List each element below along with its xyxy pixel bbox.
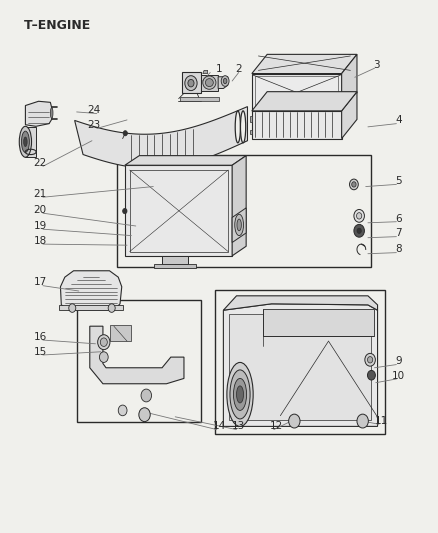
Text: 4: 4 xyxy=(395,116,402,125)
Ellipse shape xyxy=(24,137,27,147)
Ellipse shape xyxy=(235,111,240,143)
Text: 8: 8 xyxy=(395,245,402,254)
Ellipse shape xyxy=(188,79,194,87)
Polygon shape xyxy=(250,130,252,134)
Polygon shape xyxy=(252,54,357,74)
Polygon shape xyxy=(201,75,218,91)
Polygon shape xyxy=(252,111,342,139)
Polygon shape xyxy=(60,271,122,310)
Ellipse shape xyxy=(19,126,32,157)
Circle shape xyxy=(118,405,127,416)
Circle shape xyxy=(367,370,375,380)
Bar xyxy=(255,76,338,109)
Circle shape xyxy=(354,209,364,222)
Text: 15: 15 xyxy=(34,347,47,357)
Text: 10: 10 xyxy=(392,371,405,381)
Polygon shape xyxy=(250,116,252,122)
Ellipse shape xyxy=(237,219,241,231)
Text: 22: 22 xyxy=(34,158,47,168)
Text: 19: 19 xyxy=(34,221,47,231)
Bar xyxy=(215,290,385,434)
Text: 16: 16 xyxy=(34,332,47,342)
Polygon shape xyxy=(180,97,219,101)
Polygon shape xyxy=(223,296,378,310)
Circle shape xyxy=(365,353,375,366)
Circle shape xyxy=(108,304,115,312)
Text: T–ENGINE: T–ENGINE xyxy=(24,19,92,32)
Text: 21: 21 xyxy=(34,189,47,199)
Text: 5: 5 xyxy=(395,176,402,186)
Circle shape xyxy=(354,224,364,237)
Polygon shape xyxy=(252,74,342,112)
Polygon shape xyxy=(125,156,246,165)
Circle shape xyxy=(357,228,361,233)
Polygon shape xyxy=(263,309,374,336)
Polygon shape xyxy=(74,107,247,168)
Circle shape xyxy=(99,352,108,362)
Ellipse shape xyxy=(233,378,247,410)
Bar xyxy=(117,155,371,266)
Text: 18: 18 xyxy=(34,236,47,246)
Polygon shape xyxy=(90,326,184,384)
Circle shape xyxy=(69,304,76,312)
Text: 1: 1 xyxy=(215,64,223,74)
Polygon shape xyxy=(223,304,378,426)
Text: 20: 20 xyxy=(34,205,47,215)
Ellipse shape xyxy=(227,362,253,426)
Polygon shape xyxy=(232,208,246,243)
Polygon shape xyxy=(229,314,371,420)
Circle shape xyxy=(289,414,300,428)
Polygon shape xyxy=(342,54,357,112)
Text: 23: 23 xyxy=(88,120,101,130)
Text: 12: 12 xyxy=(269,422,283,431)
Polygon shape xyxy=(218,77,228,88)
Text: 6: 6 xyxy=(395,214,402,223)
Text: 7: 7 xyxy=(395,229,402,238)
Ellipse shape xyxy=(230,370,250,419)
Ellipse shape xyxy=(221,76,229,86)
Circle shape xyxy=(100,338,107,346)
Polygon shape xyxy=(342,92,357,139)
Text: 9: 9 xyxy=(395,357,402,366)
Circle shape xyxy=(350,179,358,190)
Ellipse shape xyxy=(235,214,244,236)
Polygon shape xyxy=(25,127,36,157)
Circle shape xyxy=(139,408,150,422)
Polygon shape xyxy=(154,264,196,268)
Text: 11: 11 xyxy=(374,416,388,426)
Bar xyxy=(130,170,228,252)
Polygon shape xyxy=(110,325,131,341)
Polygon shape xyxy=(232,156,246,256)
Ellipse shape xyxy=(223,78,227,84)
Polygon shape xyxy=(252,92,357,111)
Ellipse shape xyxy=(237,386,244,403)
Circle shape xyxy=(123,131,127,136)
Ellipse shape xyxy=(205,78,213,86)
Ellipse shape xyxy=(185,76,197,91)
Polygon shape xyxy=(25,101,52,126)
Text: 17: 17 xyxy=(34,278,47,287)
Ellipse shape xyxy=(123,208,127,214)
Circle shape xyxy=(367,357,373,363)
Ellipse shape xyxy=(50,108,53,118)
Circle shape xyxy=(357,213,362,219)
Circle shape xyxy=(98,335,110,350)
Polygon shape xyxy=(203,70,208,74)
Text: 24: 24 xyxy=(88,106,101,115)
Ellipse shape xyxy=(203,76,216,90)
Polygon shape xyxy=(162,256,188,264)
Polygon shape xyxy=(125,165,232,256)
Text: 13: 13 xyxy=(232,422,245,431)
Polygon shape xyxy=(59,305,123,310)
Text: 3: 3 xyxy=(373,60,380,70)
Text: 14: 14 xyxy=(212,422,226,431)
Bar xyxy=(77,300,201,422)
Text: 2: 2 xyxy=(235,64,242,74)
Circle shape xyxy=(352,182,356,187)
Polygon shape xyxy=(182,72,201,93)
Circle shape xyxy=(141,389,152,402)
Ellipse shape xyxy=(240,111,246,143)
Circle shape xyxy=(357,414,368,428)
Ellipse shape xyxy=(21,131,29,152)
